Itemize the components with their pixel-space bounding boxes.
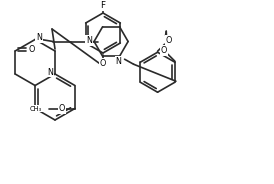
Text: N: N xyxy=(86,36,92,45)
Text: O: O xyxy=(100,59,106,68)
Text: F: F xyxy=(101,1,105,10)
Text: N: N xyxy=(36,33,42,42)
Text: O: O xyxy=(165,36,172,45)
Text: N: N xyxy=(47,68,53,77)
Text: O: O xyxy=(59,104,65,113)
Text: N: N xyxy=(116,57,121,66)
Text: O: O xyxy=(161,46,167,55)
Text: CH₃: CH₃ xyxy=(30,105,42,112)
Text: O: O xyxy=(29,45,35,54)
